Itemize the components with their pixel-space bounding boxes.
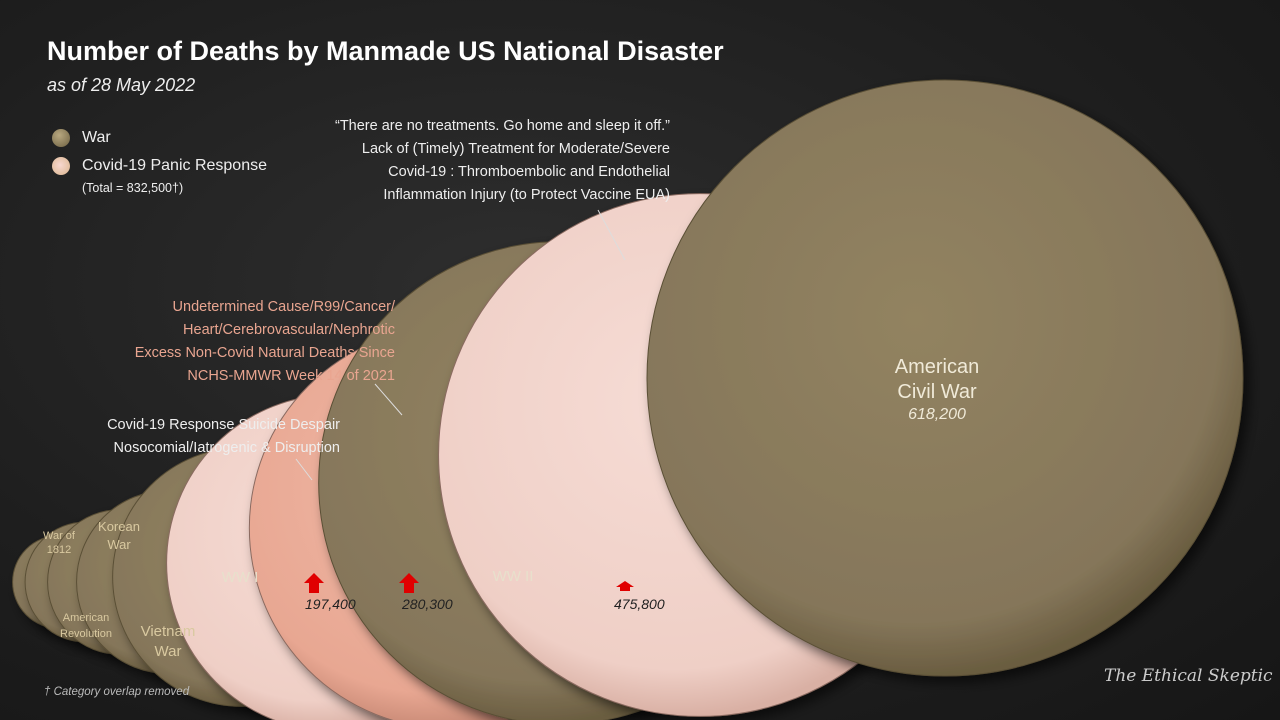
annotation-line: Heart/Cerebrovascular/Nephrotic [183,322,395,338]
label-american-revolution: American Revolution [50,611,122,643]
annotation-excess: Undetermined Cause/R99/Cancer/ Heart/Cer… [135,296,395,388]
annotation-line: Lack of (Timely) Treatment for Moderate/… [361,141,670,157]
label-line: Vietnam [140,623,196,640]
annotation-treatment: “There are no treatments. Go home and sl… [335,115,670,207]
label-line: War [107,537,131,553]
annotation-line: Covid-19 : Thromboembolic and Endothelia… [388,164,670,180]
label-line: War [154,642,182,660]
label-ww2: WW II [492,568,534,585]
legend-item-covid: Covid-19 Panic Response [52,157,267,175]
annotation-line: Covid-19 Response Suicide Despair [107,417,340,433]
value-label-suicide: 197,400 [305,596,356,612]
annotation-suicide: Covid-19 Response Suicide Despair Nosoco… [107,414,340,460]
up-arrow-icon [399,573,419,593]
civil-war-value: 618,200 [908,406,966,423]
value-label-excess: 280,300 [402,596,453,612]
legend-item-war: War [52,129,111,147]
label-civil-war: American Civil War 618,200 [857,355,1017,425]
annotation-line: Nosocomial/Iatrogenic & Disruption [113,440,340,456]
chart-subtitle: as of 28 May 2022 [47,75,196,95]
bubble-american-civil-war [646,79,1244,677]
label-war-of-1812: War of 1812 [36,530,82,558]
chart-title: Number of Deaths by Manmade US National … [47,36,724,66]
label-line: Korean [98,519,140,534]
label-line: War of [43,530,75,542]
covid-legend-marker [52,157,70,175]
legend-total-note: (Total = 832,500†) [82,181,184,195]
up-arrow-icon [304,573,324,593]
label-line: American [894,356,980,378]
annotation-line: Inflammation Injury (to Protect Vaccine … [383,187,670,203]
leader-line-treatment [597,209,626,261]
annotation-line: Excess Non-Covid Natural Deaths Since [134,345,395,361]
leader-line-excess [374,383,403,416]
annotation-line: NCHS-MMWR Week 14 of 2021 [187,368,395,384]
leader-line-suicide [295,458,313,481]
footnote: † Category overlap removed [44,686,190,698]
label-line: American [62,612,110,624]
signature-logo: The Ethical Skeptic [1104,666,1273,686]
label-vietnam-war: Vietnam War [130,622,206,661]
label-korean-war: Korean War [90,518,148,554]
label-ww1: WW I [221,569,259,586]
legend-label: Covid-19 Panic Response [82,157,267,174]
legend-label: War [82,129,111,146]
label-line: Civil War [897,381,977,403]
annotation-line: Undetermined Cause/R99/Cancer/ [172,299,395,315]
annotation-line: “There are no treatments. Go home and sl… [334,118,670,134]
label-line: 1812 [46,543,72,556]
up-arrow-icon [616,581,634,591]
war-legend-marker [52,129,70,147]
label-line: Revolution [60,627,112,640]
value-label-treatment: 475,800 [614,596,665,612]
